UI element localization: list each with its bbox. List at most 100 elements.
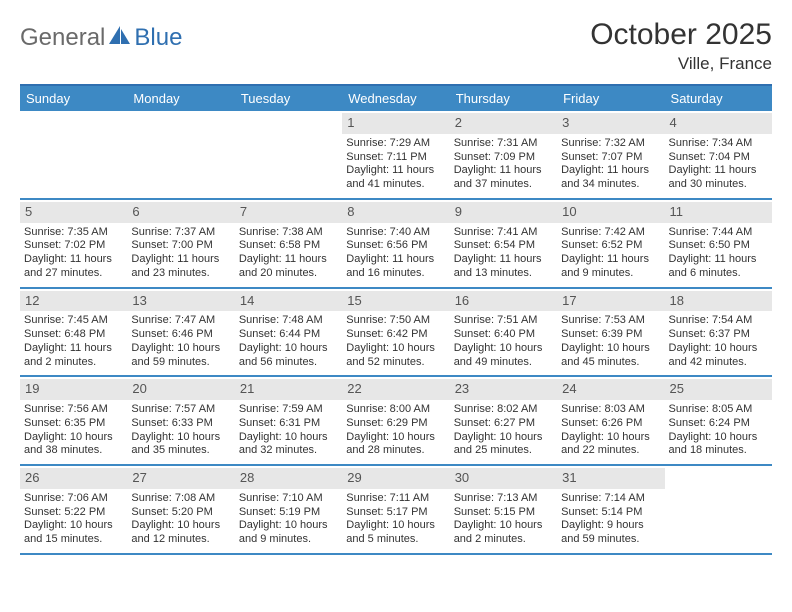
daylight-text: Daylight: 10 hours and 22 minutes.: [561, 431, 660, 459]
day-cell: 14Sunrise: 7:48 AMSunset: 6:44 PMDayligh…: [235, 289, 342, 376]
sunset-text: Sunset: 6:35 PM: [24, 417, 123, 431]
daylight-text: Daylight: 10 hours and 49 minutes.: [454, 342, 553, 370]
sunrise-text: Sunrise: 7:41 AM: [454, 226, 553, 240]
day-cell: 31Sunrise: 7:14 AMSunset: 5:14 PMDayligh…: [557, 466, 664, 553]
daylight-text: Daylight: 11 hours and 2 minutes.: [24, 342, 123, 370]
day-cell: 16Sunrise: 7:51 AMSunset: 6:40 PMDayligh…: [450, 289, 557, 376]
sunrise-text: Sunrise: 8:03 AM: [561, 403, 660, 417]
day-cell: 30Sunrise: 7:13 AMSunset: 5:15 PMDayligh…: [450, 466, 557, 553]
daylight-text: Daylight: 10 hours and 35 minutes.: [131, 431, 230, 459]
daylight-text: Daylight: 10 hours and 12 minutes.: [131, 519, 230, 547]
sunset-text: Sunset: 6:48 PM: [24, 328, 123, 342]
sunrise-text: Sunrise: 7:51 AM: [454, 314, 553, 328]
day-cell: [235, 111, 342, 198]
sunset-text: Sunset: 6:52 PM: [561, 239, 660, 253]
dayhead-mon: Monday: [127, 86, 234, 111]
day-number: 22: [347, 381, 361, 396]
day-cell: 18Sunrise: 7:54 AMSunset: 6:37 PMDayligh…: [665, 289, 772, 376]
daylight-text: Daylight: 11 hours and 20 minutes.: [239, 253, 338, 281]
sunset-text: Sunset: 6:33 PM: [131, 417, 230, 431]
sunrise-text: Sunrise: 7:29 AM: [346, 137, 445, 151]
sunrise-text: Sunrise: 8:00 AM: [346, 403, 445, 417]
day-number: 29: [347, 470, 361, 485]
daylight-text: Daylight: 10 hours and 18 minutes.: [669, 431, 768, 459]
daynum-row: 29: [342, 468, 449, 489]
day-number: 2: [455, 115, 462, 130]
dayhead-wed: Wednesday: [342, 86, 449, 111]
sunrise-text: Sunrise: 7:47 AM: [131, 314, 230, 328]
sunrise-text: Sunrise: 7:48 AM: [239, 314, 338, 328]
day-cell: 28Sunrise: 7:10 AMSunset: 5:19 PMDayligh…: [235, 466, 342, 553]
sunset-text: Sunset: 5:20 PM: [131, 506, 230, 520]
daylight-text: Daylight: 11 hours and 30 minutes.: [669, 164, 768, 192]
daynum-row: 1: [342, 113, 449, 134]
sunset-text: Sunset: 5:17 PM: [346, 506, 445, 520]
sunset-text: Sunset: 6:44 PM: [239, 328, 338, 342]
sunset-text: Sunset: 7:09 PM: [454, 151, 553, 165]
day-cell: 21Sunrise: 7:59 AMSunset: 6:31 PMDayligh…: [235, 377, 342, 464]
daynum-row: 4: [665, 113, 772, 134]
day-cell: 27Sunrise: 7:08 AMSunset: 5:20 PMDayligh…: [127, 466, 234, 553]
daynum-row: 9: [450, 202, 557, 223]
sunrise-text: Sunrise: 7:59 AM: [239, 403, 338, 417]
day-number: 24: [562, 381, 576, 396]
page-header: General Blue October 2025 Ville, France: [20, 18, 772, 74]
sunset-text: Sunset: 5:14 PM: [561, 506, 660, 520]
daylight-text: Daylight: 11 hours and 37 minutes.: [454, 164, 553, 192]
sunrise-text: Sunrise: 7:34 AM: [669, 137, 768, 151]
daynum-row: [20, 113, 127, 134]
sunset-text: Sunset: 6:58 PM: [239, 239, 338, 253]
daylight-text: Daylight: 10 hours and 15 minutes.: [24, 519, 123, 547]
daylight-text: Daylight: 11 hours and 41 minutes.: [346, 164, 445, 192]
day-number: 5: [25, 204, 32, 219]
week-row: 5Sunrise: 7:35 AMSunset: 7:02 PMDaylight…: [20, 200, 772, 289]
sunrise-text: Sunrise: 7:57 AM: [131, 403, 230, 417]
sunrise-text: Sunrise: 7:35 AM: [24, 226, 123, 240]
sunrise-text: Sunrise: 7:44 AM: [669, 226, 768, 240]
weeks-container: 1Sunrise: 7:29 AMSunset: 7:11 PMDaylight…: [20, 111, 772, 555]
daylight-text: Daylight: 11 hours and 27 minutes.: [24, 253, 123, 281]
day-number: 15: [347, 293, 361, 308]
daylight-text: Daylight: 10 hours and 9 minutes.: [239, 519, 338, 547]
daylight-text: Daylight: 10 hours and 38 minutes.: [24, 431, 123, 459]
sunset-text: Sunset: 5:19 PM: [239, 506, 338, 520]
day-number: 7: [240, 204, 247, 219]
sunset-text: Sunset: 6:42 PM: [346, 328, 445, 342]
sunrise-text: Sunrise: 7:53 AM: [561, 314, 660, 328]
day-cell: [20, 111, 127, 198]
daylight-text: Daylight: 11 hours and 6 minutes.: [669, 253, 768, 281]
dayhead-sun: Sunday: [20, 86, 127, 111]
day-header-row: Sunday Monday Tuesday Wednesday Thursday…: [20, 86, 772, 111]
daynum-row: 18: [665, 291, 772, 312]
sunset-text: Sunset: 7:11 PM: [346, 151, 445, 165]
daynum-row: 30: [450, 468, 557, 489]
dayhead-tue: Tuesday: [235, 86, 342, 111]
sunset-text: Sunset: 6:50 PM: [669, 239, 768, 253]
sunrise-text: Sunrise: 7:50 AM: [346, 314, 445, 328]
daylight-text: Daylight: 9 hours and 59 minutes.: [561, 519, 660, 547]
sunset-text: Sunset: 6:27 PM: [454, 417, 553, 431]
daynum-row: 16: [450, 291, 557, 312]
day-number: 11: [670, 204, 684, 219]
day-cell: 7Sunrise: 7:38 AMSunset: 6:58 PMDaylight…: [235, 200, 342, 287]
daynum-row: 27: [127, 468, 234, 489]
sunset-text: Sunset: 6:54 PM: [454, 239, 553, 253]
daylight-text: Daylight: 11 hours and 13 minutes.: [454, 253, 553, 281]
page-title: October 2025: [590, 18, 772, 52]
day-number: 23: [455, 381, 469, 396]
sunrise-text: Sunrise: 7:37 AM: [131, 226, 230, 240]
day-cell: 8Sunrise: 7:40 AMSunset: 6:56 PMDaylight…: [342, 200, 449, 287]
daynum-row: 14: [235, 291, 342, 312]
sunset-text: Sunset: 6:31 PM: [239, 417, 338, 431]
daylight-text: Daylight: 10 hours and 42 minutes.: [669, 342, 768, 370]
day-cell: 10Sunrise: 7:42 AMSunset: 6:52 PMDayligh…: [557, 200, 664, 287]
day-cell: 13Sunrise: 7:47 AMSunset: 6:46 PMDayligh…: [127, 289, 234, 376]
dayhead-fri: Friday: [557, 86, 664, 111]
day-number: 31: [562, 470, 576, 485]
day-number: 8: [347, 204, 354, 219]
day-number: 9: [455, 204, 462, 219]
daynum-row: 31: [557, 468, 664, 489]
day-cell: 4Sunrise: 7:34 AMSunset: 7:04 PMDaylight…: [665, 111, 772, 198]
day-number: 13: [132, 293, 146, 308]
daynum-row: 6: [127, 202, 234, 223]
